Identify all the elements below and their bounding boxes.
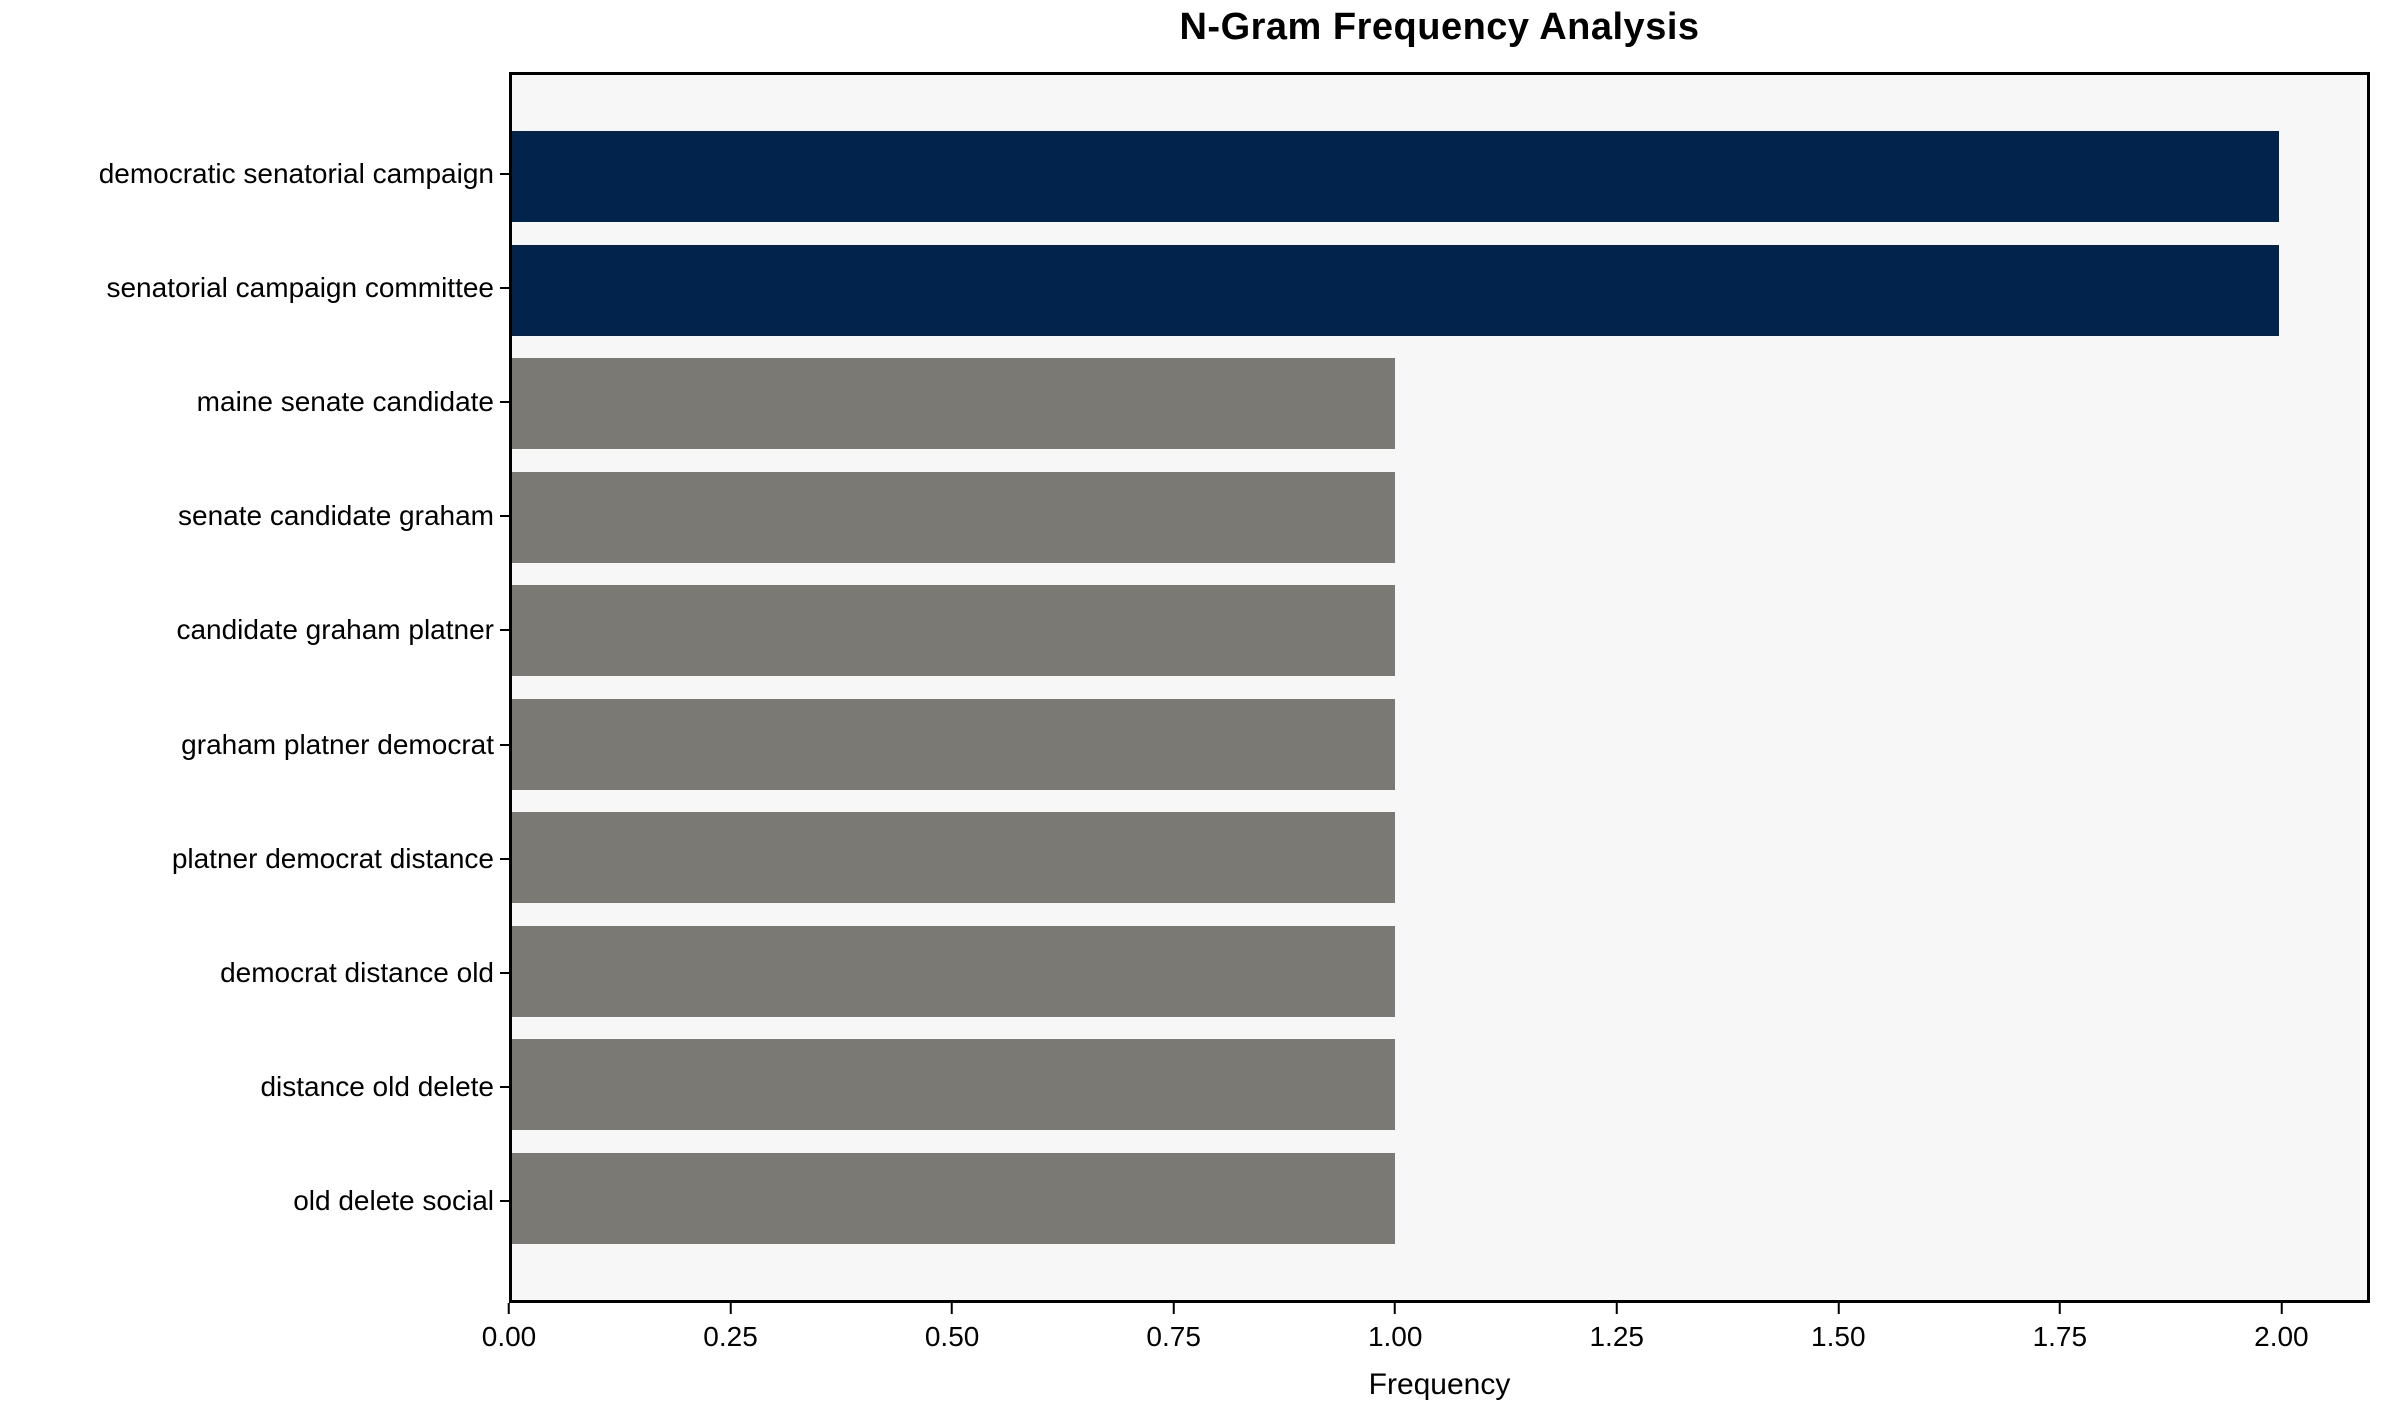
y-tick: graham platner democrat xyxy=(0,687,509,801)
x-tick-mark xyxy=(2058,1303,2061,1314)
y-tick-label: platner democrat distance xyxy=(171,842,494,874)
x-tick: 1.00 xyxy=(1367,1303,1423,1353)
x-tick-label: 0.75 xyxy=(1146,1321,1201,1352)
bar-row xyxy=(512,574,2367,688)
y-tick: senatorial campaign committee xyxy=(0,231,509,345)
x-tick: 2.00 xyxy=(2254,1303,2309,1353)
y-tick: maine senate candidate xyxy=(0,345,509,459)
bar-row xyxy=(512,1142,2367,1256)
y-tick: senate candidate graham xyxy=(0,459,509,573)
x-tick: 0.75 xyxy=(1146,1303,1201,1353)
x-tick-label: 1.75 xyxy=(2032,1321,2088,1352)
chart-title: N-Gram Frequency Analysis xyxy=(1179,6,1700,48)
x-tick-mark xyxy=(1394,1303,1397,1314)
y-tick: distance old delete xyxy=(0,1030,509,1144)
x-tick-mark xyxy=(2280,1303,2283,1314)
y-tick-mark xyxy=(500,1199,509,1202)
y-tick-mark xyxy=(500,173,509,176)
x-tick-label: 0.00 xyxy=(481,1321,537,1352)
y-tick: old delete social xyxy=(0,1144,509,1258)
bar xyxy=(512,698,1396,790)
y-tick-label: graham platner democrat xyxy=(181,728,494,760)
bar-row xyxy=(512,915,2367,1029)
bar-row xyxy=(512,801,2367,915)
y-tick-mark xyxy=(500,1085,509,1088)
y-tick-mark xyxy=(500,287,509,290)
bar xyxy=(512,471,1396,563)
x-tick: 1.25 xyxy=(1589,1303,1644,1353)
bars-container xyxy=(512,75,2367,1300)
x-tick-mark xyxy=(1172,1303,1175,1314)
y-tick-label: democratic senatorial campaign xyxy=(98,158,494,190)
y-tick-label: democrat distance old xyxy=(220,956,494,988)
bar-row xyxy=(512,234,2367,348)
x-tick-mark xyxy=(508,1303,510,1314)
y-tick-label: senate candidate graham xyxy=(178,500,494,532)
x-tick: 0.25 xyxy=(703,1303,758,1353)
y-tick-mark xyxy=(500,971,509,974)
bar-row xyxy=(512,120,2367,234)
y-tick-mark xyxy=(500,857,509,860)
y-tick-label: maine senate candidate xyxy=(196,386,494,418)
x-tick-mark xyxy=(951,1303,954,1314)
y-tick-label: old delete social xyxy=(293,1184,494,1216)
bar xyxy=(512,244,2279,336)
y-tick-mark xyxy=(500,515,509,518)
x-tick: 0.50 xyxy=(924,1303,980,1353)
bar xyxy=(512,925,1396,1017)
x-tick-mark xyxy=(729,1303,732,1314)
y-tick-mark xyxy=(500,401,509,404)
y-tick-label: distance old delete xyxy=(260,1070,494,1102)
x-tick-label: 1.25 xyxy=(1589,1321,1644,1352)
y-tick-mark xyxy=(500,629,509,632)
y-tick: candidate graham platner xyxy=(0,573,509,687)
bar xyxy=(512,585,1396,677)
x-tick-label: 2.00 xyxy=(2254,1321,2309,1352)
x-tick-mark xyxy=(1837,1303,1840,1314)
bar-row xyxy=(512,347,2367,461)
y-tick-label: senatorial campaign committee xyxy=(106,272,494,304)
bar xyxy=(512,358,1396,450)
x-axis-title: Frequency xyxy=(1368,1368,1511,1401)
bar xyxy=(512,131,2279,223)
plot-area xyxy=(509,72,2370,1303)
y-axis-labels: democratic senatorial campaign senatorial… xyxy=(0,72,509,1303)
bar-row xyxy=(512,1028,2367,1142)
x-axis: 0.00 0.25 0.50 0.75 1.00 1.25 1.50 1.75 2.00 xyxy=(482,1303,2370,1373)
bar xyxy=(512,1039,1396,1131)
bar-row xyxy=(512,688,2367,802)
bar xyxy=(512,812,1396,904)
y-tick: platner democrat distance xyxy=(0,802,509,916)
x-tick-label: 0.25 xyxy=(703,1321,758,1352)
y-tick: democrat distance old xyxy=(0,916,509,1030)
bar-row xyxy=(512,461,2367,575)
y-tick: democratic senatorial campaign xyxy=(0,117,509,231)
x-tick: 0.00 xyxy=(481,1303,537,1353)
x-tick: 1.75 xyxy=(2032,1303,2088,1353)
y-tick-label: candidate graham platner xyxy=(176,614,494,646)
y-tick-mark xyxy=(500,743,509,746)
x-tick-label: 1.50 xyxy=(1811,1321,1866,1352)
bar xyxy=(512,1152,1396,1244)
x-tick-mark xyxy=(1615,1303,1618,1314)
x-tick-label: 1.00 xyxy=(1367,1321,1423,1352)
x-tick: 1.50 xyxy=(1811,1303,1866,1353)
x-tick-label: 0.50 xyxy=(924,1321,980,1352)
